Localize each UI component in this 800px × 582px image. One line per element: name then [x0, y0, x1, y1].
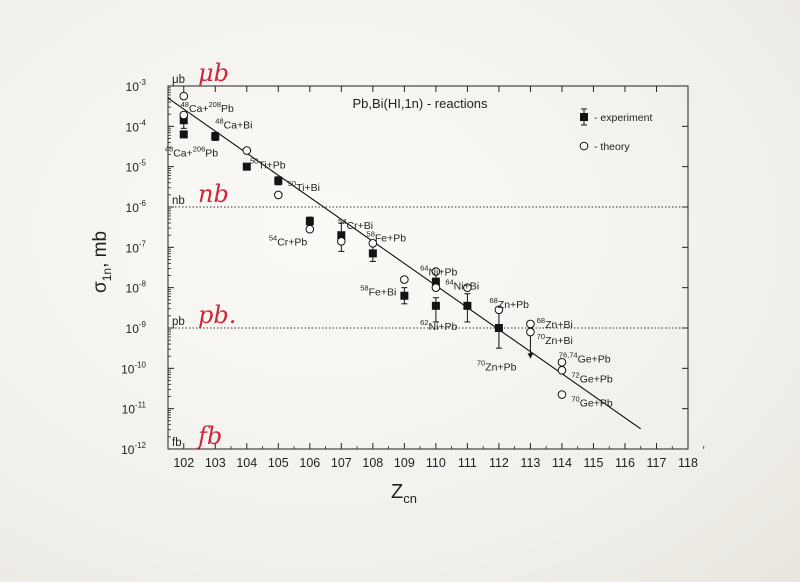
x-tick-label: 118 [678, 456, 698, 470]
theory-point [242, 146, 252, 155]
y-tick-label: 10-9 [126, 320, 147, 336]
y-tick-label: 10-12 [121, 441, 146, 457]
y-axis-title: σ1n, mb [90, 231, 114, 293]
x-tick-label: 106 [299, 456, 320, 470]
handwritten-μb: μb [198, 59, 229, 87]
theory-point [494, 305, 504, 315]
y-tick-label: 10-5 [126, 159, 147, 175]
handwritten-fb: fb [196, 422, 222, 450]
legend-experiment-marker [580, 113, 588, 121]
y-tick-label: 10-8 [126, 280, 147, 296]
experiment-point [431, 277, 440, 286]
legend-theory-marker [579, 141, 589, 151]
trend-line [167, 97, 642, 430]
x-tick-label: 115 [583, 456, 603, 470]
theory-point [557, 366, 567, 375]
x-axis-title: Zcn [391, 481, 417, 506]
x-tick-label: 108 [362, 456, 383, 470]
experiment-point [463, 301, 472, 310]
y-tick-label: 10-7 [126, 239, 147, 255]
theory-point [557, 390, 567, 399]
theory-point [337, 236, 346, 246]
theory-point [431, 267, 441, 276]
experiment-point [179, 130, 188, 139]
unit-label-pb: pb [172, 316, 185, 328]
x-tick-label: 113 [520, 456, 540, 470]
x-tick-label: 116 [615, 456, 635, 470]
reaction-label: 70Zn+Bi [537, 332, 573, 347]
x-tick-label: 114 [552, 456, 572, 470]
theory-point [179, 91, 189, 101]
x-tick-label: 110 [426, 456, 446, 470]
reaction-label: 54Cr+Bi [338, 217, 373, 232]
reaction-label: 48Ca+208Pb [181, 100, 234, 115]
theory-point [179, 110, 189, 120]
plot-frame [167, 85, 689, 450]
reaction-label: 62Ni+Pb [420, 318, 457, 333]
experiment-point [274, 176, 283, 185]
unit-label-nb: nb [172, 195, 185, 207]
handwritten-pb: pb. [198, 301, 236, 329]
experiment-point [400, 291, 409, 300]
theory-point [557, 357, 567, 367]
reaction-label: 76,74Ge+Pb [559, 350, 611, 365]
reaction-label: 72Ge+Pb [571, 370, 612, 385]
experiment-point [179, 116, 188, 125]
theory-point [463, 283, 472, 292]
handwritten-nb: nb [198, 180, 229, 208]
theory-point [305, 224, 315, 234]
reaction-label: 70Ge+Pb [571, 395, 612, 410]
reaction-label: 64Ni+Bi [445, 278, 479, 293]
theory-point [526, 327, 535, 337]
experiment-point [368, 249, 377, 258]
reaction-label: 70Zn+Pb [477, 358, 517, 373]
x-tick-label: 105 [268, 456, 289, 470]
experiment-point [337, 231, 346, 240]
reaction-label: 58Fe+Bi [360, 284, 396, 299]
reaction-label: 50Ti+Bi [288, 179, 320, 194]
experiment-point [305, 217, 314, 226]
unit-label-μb: μb [172, 74, 185, 86]
theory-point [368, 239, 378, 248]
x-tick-label: 102 [173, 456, 194, 470]
theory-point [431, 283, 441, 292]
x-tick-label: 112 [489, 456, 509, 470]
experiment-point [211, 132, 220, 141]
y-tick-label: 10-4 [126, 118, 147, 134]
reaction-label: 48Ca+Bi [215, 116, 252, 131]
upper-limit-arrow-head [527, 353, 534, 359]
theory-point [526, 319, 535, 329]
x-tick-label: 111 [458, 456, 477, 470]
reaction-label: 50Ti+Pb [250, 157, 286, 172]
x-tick-label: 103 [205, 456, 226, 470]
legend-theory-label: - theory [594, 141, 630, 153]
y-tick-label: 10-10 [121, 360, 146, 376]
y-tick-label: 10-3 [126, 78, 147, 94]
experiment-point [242, 162, 251, 171]
theory-point [274, 190, 283, 200]
reaction-label: 64Ni+Pb [420, 264, 457, 279]
y-tick-label: 10-11 [122, 401, 147, 417]
experiment-point [494, 324, 503, 332]
chart-title: Pb,Bi(HI,1n) - reactions [352, 96, 488, 111]
y-tick-label: 10-6 [126, 199, 147, 215]
unit-label-fb: fb [172, 437, 182, 449]
reaction-label: 68Zn+Bi [537, 316, 573, 331]
reaction-label: 54Cr+Pb [269, 233, 308, 248]
legend: - experiment - theory [579, 108, 652, 153]
x-tick-label: 107 [331, 456, 352, 470]
x-tick-label: 109 [394, 456, 415, 470]
reaction-label: 48Ca+206Pb [165, 145, 218, 160]
reaction-label: 58Fe+Pb [367, 229, 407, 244]
experiment-point [431, 301, 440, 310]
legend-experiment-label: - experiment [594, 112, 652, 124]
theory-point [400, 275, 409, 284]
reaction-label: 68Zn+Pb [489, 296, 529, 311]
x-tick-label: 104 [236, 456, 257, 470]
x-tick-label: 117 [647, 456, 667, 470]
